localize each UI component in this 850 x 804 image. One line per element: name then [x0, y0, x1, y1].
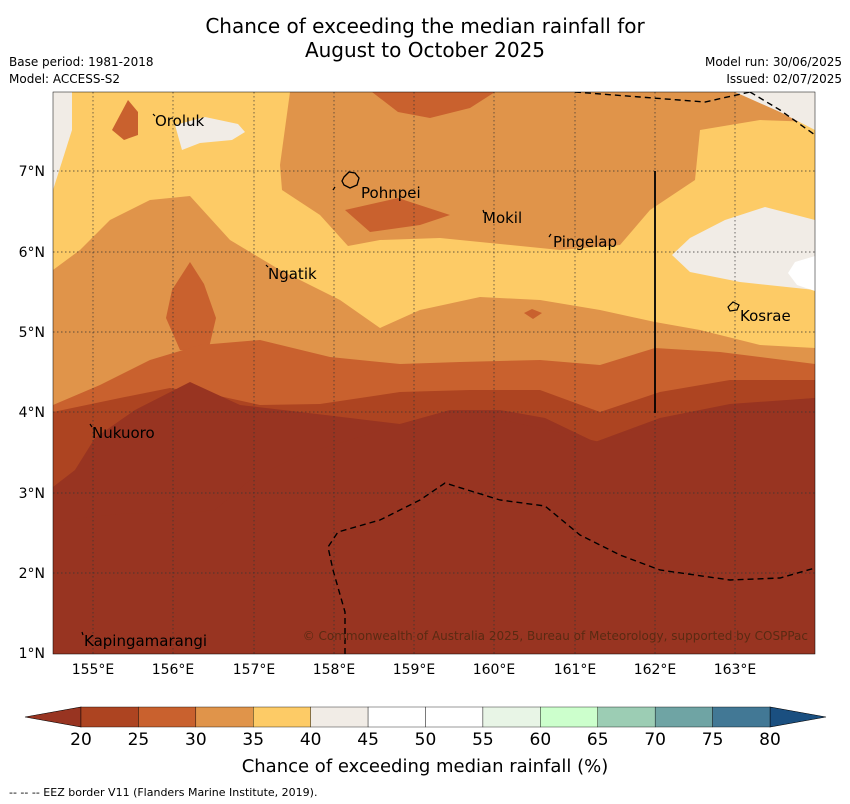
- place-label-ngatik: Ngatik: [268, 265, 317, 283]
- chart-title-line1: Chance of exceeding the median rainfall …: [205, 14, 645, 38]
- metadata-left: Base period: 1981-2018 Model: ACCESS-S2: [9, 54, 154, 88]
- contour-40-45-west: [53, 92, 72, 190]
- lat-tick-label: 4°N: [19, 405, 45, 421]
- contour-below-20-deep: [53, 398, 815, 654]
- gridlines: [53, 92, 815, 654]
- colorbar-segment: [597, 706, 656, 728]
- colorbar-segment: [482, 706, 541, 728]
- model-run-text: Model run: 30/06/2025: [704, 55, 842, 69]
- colorbar-segment: [654, 706, 713, 728]
- lat-tick-labels: 1°N 2°N 3°N 4°N 5°N 6°N 7°N: [19, 164, 45, 662]
- lon-tick-label: 159°E: [393, 662, 436, 678]
- lat-tick-label: 6°N: [19, 245, 45, 261]
- place-label-pohnpei: Pohnpei: [361, 184, 421, 202]
- map-frame: [52, 91, 816, 655]
- kosrae-island-outline: [727, 301, 740, 312]
- contour-45-50-east: [788, 256, 815, 291]
- colorbar-tick-label: 50: [415, 730, 437, 750]
- place-label-kapingamarangi: Kapingamarangi: [84, 632, 207, 650]
- colorbar-segment: [712, 706, 771, 728]
- colorbar-tick-label: 40: [300, 730, 322, 750]
- colorbar-tick-label: 20: [70, 730, 92, 750]
- colorbar-under-arrow: [24, 706, 82, 728]
- colorbar-tick-label: 25: [128, 730, 150, 750]
- contour-25-30-pohnpei: [345, 198, 450, 232]
- colorbar-tick-label: 80: [759, 730, 781, 750]
- lon-tick-label: 163°E: [714, 662, 757, 678]
- contour-25-30-ngatik: [166, 262, 216, 352]
- colorbar-segment: [310, 706, 369, 728]
- colorbar-segment: [253, 706, 311, 728]
- lat-tick-label: 3°N: [19, 486, 45, 502]
- colorbar-title: Chance of exceeding median rainfall (%): [242, 756, 609, 777]
- colorbar-tick-label: 45: [357, 730, 379, 750]
- lon-tick-label: 157°E: [233, 662, 276, 678]
- colorbar-segment: [367, 706, 426, 728]
- colorbar-segment: [540, 706, 598, 728]
- chart-title-line2: August to October 2025: [304, 38, 546, 62]
- lat-tick-label: 7°N: [19, 164, 45, 180]
- lon-tick-label: 162°E: [634, 662, 677, 678]
- lat-tick-label: 1°N: [19, 646, 45, 662]
- contour-25-30-oroluk: [112, 100, 138, 140]
- eez-borders: [327, 92, 815, 654]
- colorbar-tick-label: 55: [472, 730, 494, 750]
- colorbar-segments: [80, 706, 771, 728]
- colorbar-segment: [138, 706, 197, 728]
- colorbar-tick-label: 70: [644, 730, 666, 750]
- colorbar-tick-label: 65: [587, 730, 609, 750]
- contour-40-45-topright: [735, 92, 815, 130]
- lon-tick-label: 156°E: [152, 662, 195, 678]
- colorbar-tick-labels: 20 25 30 35 40 45 50 55 60 65 70 75 80: [70, 730, 781, 750]
- contour-40-45-oroluk: [175, 117, 245, 150]
- colorbar-tick-label: 60: [530, 730, 552, 750]
- base-period-text: Base period: 1981-2018: [9, 55, 154, 69]
- place-label-kosrae: Kosrae: [740, 307, 791, 325]
- copyright-notice: © Commonwealth of Australia 2025, Bureau…: [303, 629, 808, 643]
- place-label-oroluk: Oroluk: [155, 112, 204, 130]
- colorbar-tick-label: 30: [185, 730, 207, 750]
- pohnpei-island-outline: [341, 171, 360, 189]
- colorbar-segment: [425, 706, 484, 728]
- eez-footnote: -- -- -- EEZ border V11 (Flanders Marine…: [9, 786, 318, 799]
- contour-25-30-east: [524, 309, 542, 319]
- colorbar: 20 25 30 35 40 45 50 55 60 65 70 75 80 Chance of exc…: [24, 706, 827, 777]
- lon-tick-labels: 155°E 156°E 157°E 158°E 159°E 160°E 161°…: [72, 662, 757, 678]
- place-label-nukuoro: Nukuoro: [92, 424, 155, 442]
- colorbar-segment: [195, 706, 254, 728]
- place-label-pingelap: Pingelap: [553, 233, 617, 251]
- colorbar-tick-label: 75: [702, 730, 724, 750]
- colorbar-tick-label: 35: [242, 730, 264, 750]
- lat-tick-label: 5°N: [19, 325, 45, 341]
- metadata-right: Model run: 30/06/2025 Issued: 02/07/2025: [705, 54, 842, 88]
- probability-contours: Oroluk Pohnpei Mokil Pingelap Ngatik Kos…: [53, 92, 815, 654]
- lat-tick-label: 2°N: [19, 566, 45, 582]
- atoll-markers: [81, 113, 552, 636]
- colorbar-segment: [80, 706, 139, 728]
- contour-40-45-east: [672, 207, 815, 290]
- colorbar-over-arrow: [769, 706, 827, 728]
- place-label-mokil: Mokil: [483, 209, 522, 227]
- contour-25-30-top: [372, 92, 495, 118]
- lon-tick-label: 158°E: [313, 662, 356, 678]
- lon-tick-label: 160°E: [473, 662, 516, 678]
- model-text: Model: ACCESS-S2: [9, 72, 121, 86]
- issued-text: Issued: 02/07/2025: [726, 72, 842, 86]
- lon-tick-label: 161°E: [554, 662, 597, 678]
- lon-tick-label: 155°E: [72, 662, 115, 678]
